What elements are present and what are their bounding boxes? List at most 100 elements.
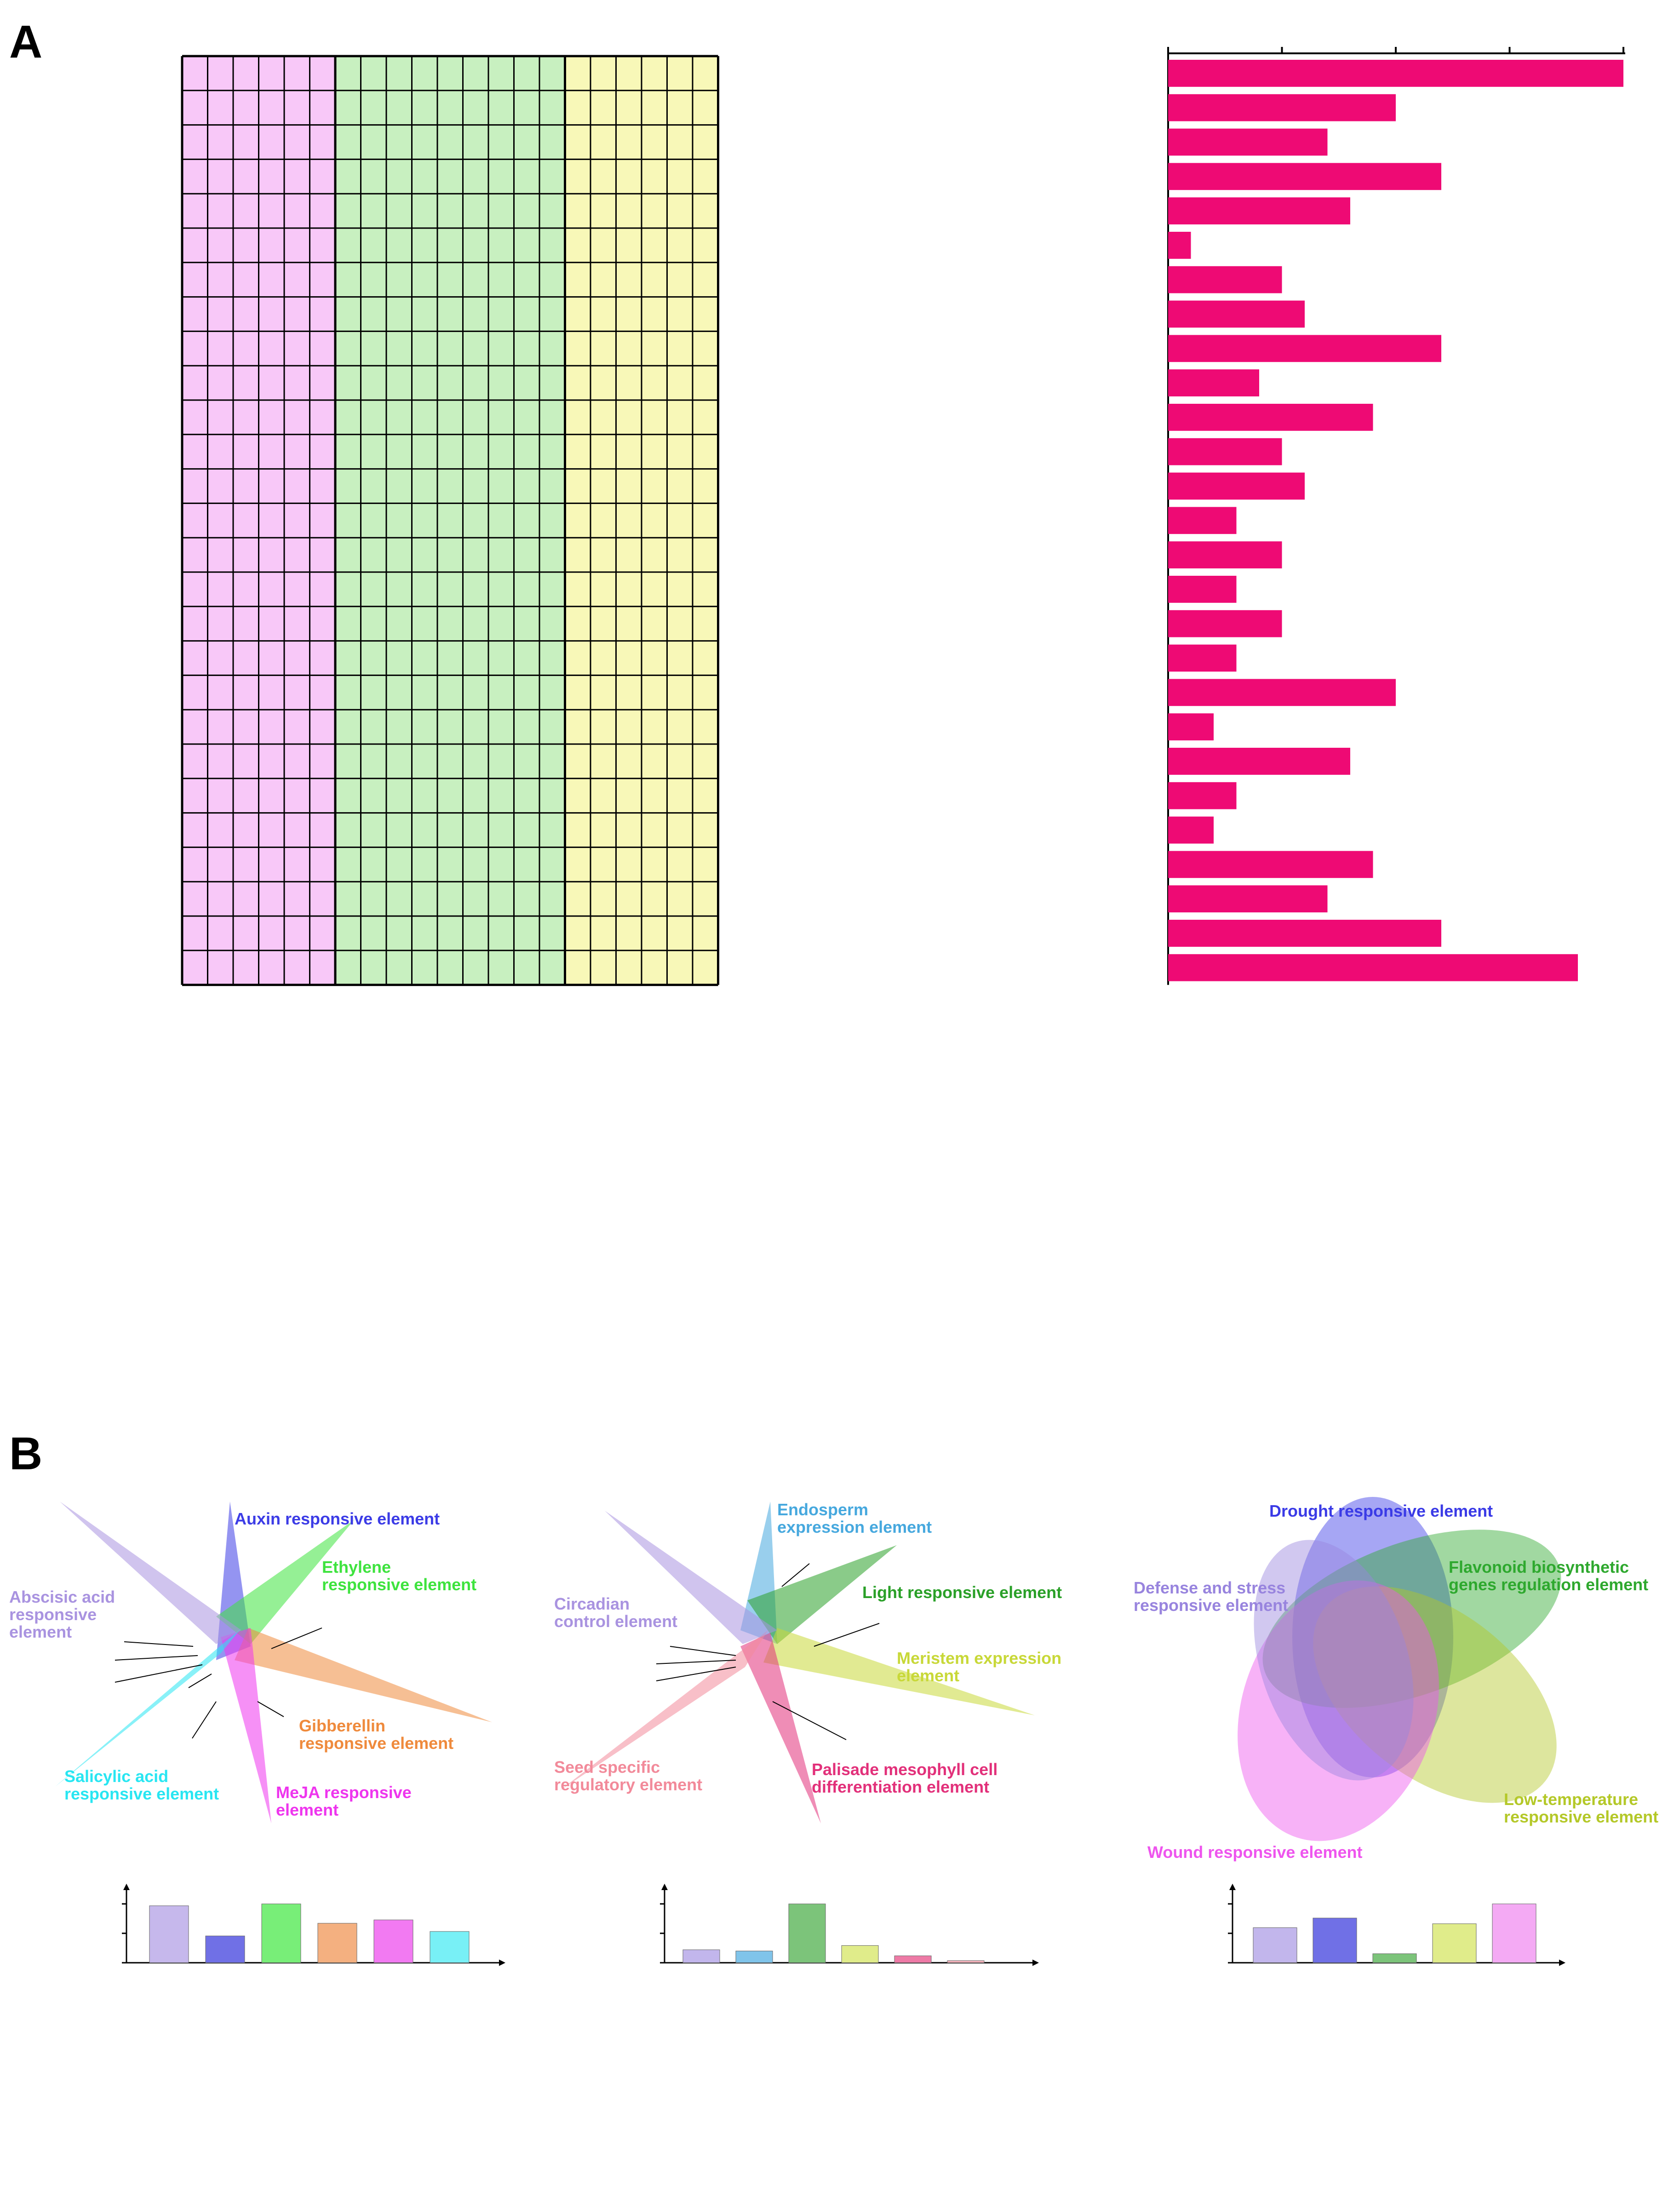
size-list-bar: [1372, 1953, 1417, 1963]
bar-iva: [1168, 885, 1328, 912]
size-list-bar: [1432, 1923, 1477, 1963]
bar-iiif: [1168, 713, 1214, 740]
venn-set-label-line: Salicylic acid: [64, 1767, 168, 1786]
venn-growth: Endosperm expression element Light respons…: [554, 1500, 1062, 1966]
size-list-x-arrow: [1559, 1960, 1565, 1966]
venn-leader-line: [124, 1641, 194, 1647]
venn-set-label: MeJA responsive element: [276, 1783, 412, 1819]
venn-leader-line: [656, 1660, 736, 1664]
size-list-bar: [149, 1905, 189, 1963]
venn-set-abscisic-acid-responsive-element: [60, 1501, 241, 1644]
bar-orphan: [1168, 163, 1441, 190]
panel-label-a: A: [9, 16, 42, 68]
venn-leader-line: [271, 1627, 322, 1649]
venn-leader-line: [670, 1646, 736, 1656]
bar-viiia: [1168, 576, 1237, 603]
venn-set-label-line: MeJA responsive: [276, 1783, 412, 1802]
venn-set-label: Wound responsive element: [1147, 1843, 1362, 1862]
bar-ib-2-: [1168, 954, 1578, 981]
venn-set-label: Low-temperature responsive element: [1504, 1790, 1658, 1826]
panel-a: A: [9, 16, 1625, 986]
bar-ia: [1168, 851, 1373, 878]
size-list-y-arrow: [123, 1884, 130, 1890]
venn-set-salicylic-acid-responsive-element: [55, 1628, 241, 1787]
venn-set-ethylene-responsive-element: [216, 1520, 354, 1644]
venn-stress: Drought responsive element Flavonoid bios…: [1134, 1497, 1658, 1966]
venn-set-label: Gibberellin responsive element: [299, 1716, 453, 1753]
venn-leader-line: [656, 1667, 736, 1681]
venn-set-label-line: Flavonoid biosynthetic: [1449, 1558, 1629, 1576]
size-list-y-arrow: [1229, 1884, 1236, 1890]
venn-set-label-line: Meristem expression: [897, 1649, 1061, 1668]
venn-set-label-line: differentiation element: [812, 1777, 989, 1796]
venn-set-label: Endosperm expression element: [777, 1500, 932, 1536]
venn-leader-line: [188, 1673, 212, 1688]
venn-set-label: Salicylic acid responsive element: [64, 1767, 219, 1803]
size-list-bar: [788, 1903, 826, 1963]
venn-set-palisade-mesophyll-cell-differentiation-element: [740, 1633, 821, 1823]
venn-set-meristem-expression-element: [763, 1628, 1035, 1715]
bar-vii-a-b-: [1168, 94, 1396, 121]
size-list-bar: [205, 1936, 245, 1963]
size-list-bar: [682, 1949, 720, 1963]
bar-viiib: [1168, 197, 1350, 224]
bar-xv: [1168, 300, 1305, 328]
size-list-bar: [947, 1960, 985, 1963]
venn-set-label-line: Circadian: [554, 1594, 630, 1613]
venn-set-label: Ethylene responsive element: [322, 1558, 476, 1594]
size-list-bar: [735, 1950, 773, 1963]
bar-va: [1168, 369, 1259, 396]
bar-ivc: [1168, 610, 1282, 637]
element-count-table: [181, 55, 719, 986]
venn-set-label-line: element: [897, 1666, 959, 1685]
bar-xiv: [1168, 472, 1305, 500]
size-list-bar: [430, 1931, 470, 1963]
venn-set-label-line: expression element: [777, 1518, 932, 1536]
bar-iii-d-e-: [1168, 679, 1396, 706]
venn-set-label-line: Auxin responsive element: [235, 1509, 440, 1528]
bar-viiic-2-: [1168, 266, 1282, 293]
venn-set-label-line: Wound responsive element: [1147, 1843, 1362, 1862]
venn-set-label-line: Ethylene: [322, 1558, 391, 1576]
venn-set-label-line: Light responsive element: [862, 1583, 1062, 1602]
venn-set-flavonoid-biosynthetic-genes-regulation-element: [1262, 1530, 1561, 1708]
venn-set-label-line: element: [9, 1622, 72, 1641]
bar-xiii: [1168, 541, 1282, 568]
venn-set-label-line: Endosperm: [777, 1500, 868, 1519]
venn-set-label-line: control element: [554, 1612, 677, 1631]
venn-set-label: Flavonoid biosynthetic genes regulation e…: [1449, 1558, 1648, 1594]
venn-set-label-line: Seed specific: [554, 1758, 660, 1776]
venn-leader-line: [192, 1701, 217, 1739]
gene-number-bar-chart: [1167, 47, 1625, 985]
venn-set-low-temperature-responsive-element: [1313, 1586, 1557, 1803]
size-list-bar: [373, 1920, 413, 1963]
venn-set-label-line: regulatory element: [554, 1775, 702, 1794]
venn-set-label-line: responsive: [9, 1605, 97, 1624]
size-list-x-arrow: [499, 1960, 505, 1966]
venn-set-label: Drought responsive element: [1269, 1501, 1493, 1520]
venn-set-label-line: responsive element: [322, 1575, 476, 1594]
panel-label-b: B: [9, 1428, 42, 1479]
venn-set-label: Light responsive element: [862, 1583, 1062, 1602]
size-list-bar: [317, 1923, 357, 1963]
venn-set-label: Abscisic acid responsive element: [9, 1587, 115, 1641]
venn-set-label-line: responsive element: [1504, 1807, 1658, 1826]
bar-iiib: [1168, 748, 1350, 775]
bar-xi: [1168, 438, 1282, 465]
bar-ii: [1168, 816, 1214, 844]
bar-ivd: [1168, 644, 1237, 672]
bar-x: [1168, 335, 1441, 362]
venn-set-label: Meristem expression element: [897, 1649, 1061, 1685]
table-group-bg: [335, 56, 565, 985]
venn-set-label-line: Gibberellin: [299, 1716, 385, 1735]
venn-set-label-line: responsive element: [64, 1784, 219, 1803]
bar-ib-1-: [1168, 920, 1441, 947]
size-list-y-arrow: [661, 1884, 668, 1890]
venn-set-label: Seed specific regulatory element: [554, 1758, 702, 1794]
size-list-bar: [1492, 1903, 1536, 1963]
venn-set-wound-responsive-element: [1238, 1580, 1439, 1841]
venn-leader-line: [814, 1623, 880, 1647]
